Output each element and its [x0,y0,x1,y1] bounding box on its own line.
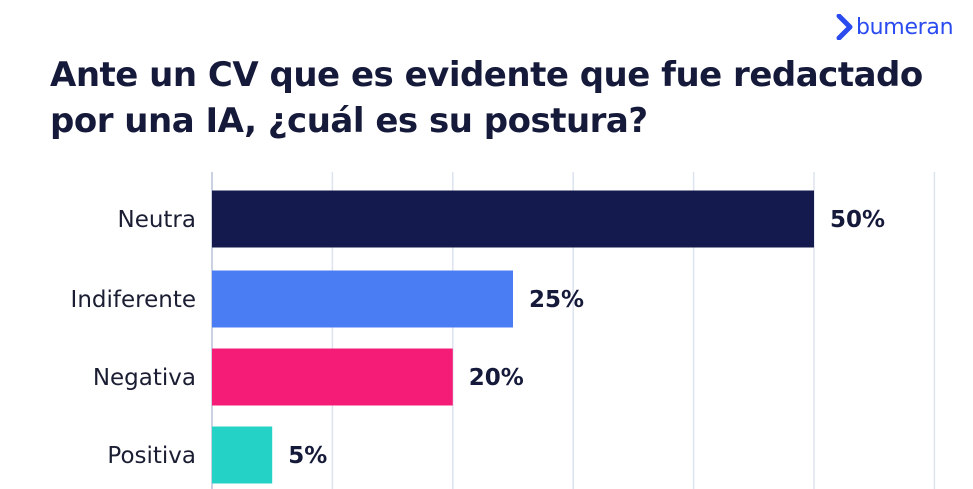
value-label: 50% [830,207,885,233]
brand-name: bumeran [856,14,954,40]
category-labels: Neutra Indiferente Negativa Positiva [71,207,196,469]
bumeran-logo: bumeran [836,14,954,40]
bar-neutra [212,190,814,248]
bar-indiferente [212,270,513,328]
category-label: Neutra [117,207,196,233]
value-labels: 50% 25% 20% 5% [288,207,885,469]
category-label: Positiva [107,443,196,469]
chart-title: Ante un CV que es evidente que fue redac… [50,55,923,141]
chevron-logo-icon [836,14,853,40]
bar-positiva [212,426,273,484]
value-label: 5% [288,443,327,469]
category-label: Indiferente [71,287,196,313]
category-label: Negativa [93,365,196,391]
bar-negativa [212,348,453,406]
value-label: 20% [469,365,524,391]
value-label: 25% [529,287,584,313]
bars [212,190,814,484]
